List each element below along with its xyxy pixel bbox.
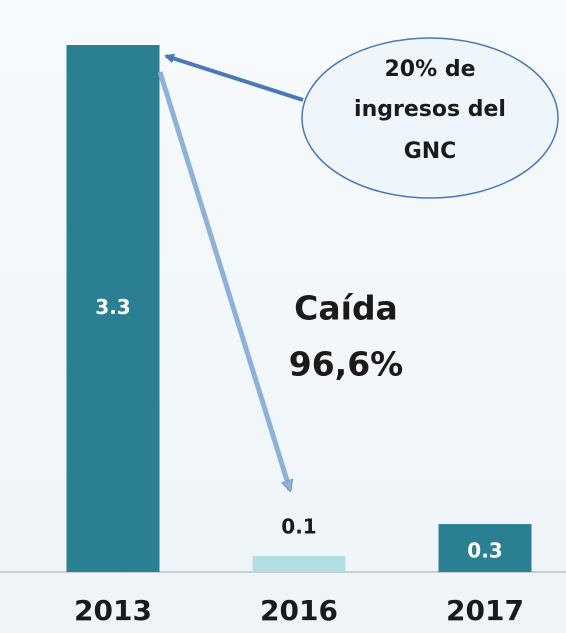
annotation: Caída: [294, 289, 398, 328]
value-label: 0.1: [281, 515, 316, 539]
value-label: 3.3: [95, 295, 130, 319]
arrow: [164, 53, 304, 102]
callout: [301, 37, 559, 199]
bar: [66, 45, 160, 572]
bar: [252, 556, 346, 572]
x-tick-label: 2017: [446, 594, 524, 627]
callout-text: GNC: [404, 139, 457, 164]
value-label: 0.3: [467, 539, 502, 563]
callout-text: 20% de: [385, 57, 476, 82]
x-tick-label: 2013: [74, 594, 152, 627]
callout-text: ingresos del: [354, 97, 506, 122]
annotation: 96,6%: [289, 345, 404, 384]
bar: [438, 524, 532, 572]
arrow: [157, 71, 290, 490]
bars: [66, 45, 532, 572]
x-tick-label: 2016: [260, 594, 338, 627]
